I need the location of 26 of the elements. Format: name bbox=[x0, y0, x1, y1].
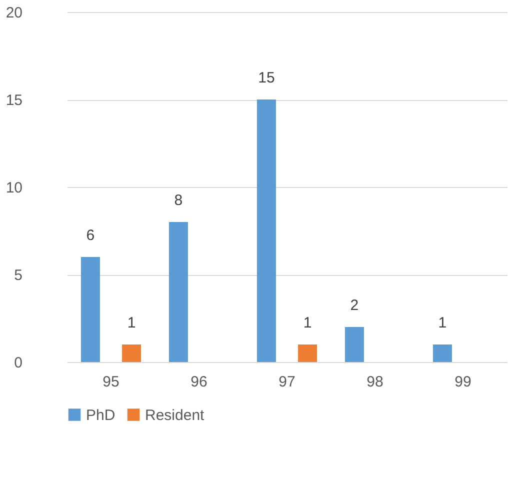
x-tick-label: 99 bbox=[454, 374, 472, 390]
data-label: 6 bbox=[86, 227, 95, 244]
y-tick-label: 20 bbox=[6, 4, 22, 22]
bar bbox=[432, 344, 452, 362]
bar bbox=[168, 222, 188, 362]
y-tick-label: 10 bbox=[6, 180, 22, 196]
x-tick-label: 95 bbox=[102, 374, 120, 390]
data-label: 8 bbox=[174, 192, 183, 209]
x-tick-label: 98 bbox=[366, 374, 384, 390]
data-label: 15 bbox=[258, 70, 275, 86]
bar bbox=[122, 344, 142, 362]
y-tick-label: 15 bbox=[6, 92, 22, 109]
x-tick-label: 96 bbox=[190, 374, 208, 390]
y-tick-label: 5 bbox=[14, 267, 22, 284]
data-label: 1 bbox=[303, 314, 312, 332]
bar bbox=[80, 257, 100, 362]
bar bbox=[298, 344, 318, 362]
data-label: 1 bbox=[127, 314, 136, 332]
bar bbox=[344, 327, 364, 362]
y-tick-label: 0 bbox=[14, 354, 22, 372]
legend-label: Resident bbox=[145, 406, 206, 424]
legend-label: PhD bbox=[86, 406, 116, 424]
x-tick-label: 97 bbox=[278, 374, 296, 390]
data-label: 1 bbox=[438, 314, 447, 332]
data-label: 2 bbox=[350, 297, 359, 314]
bar bbox=[256, 100, 276, 362]
